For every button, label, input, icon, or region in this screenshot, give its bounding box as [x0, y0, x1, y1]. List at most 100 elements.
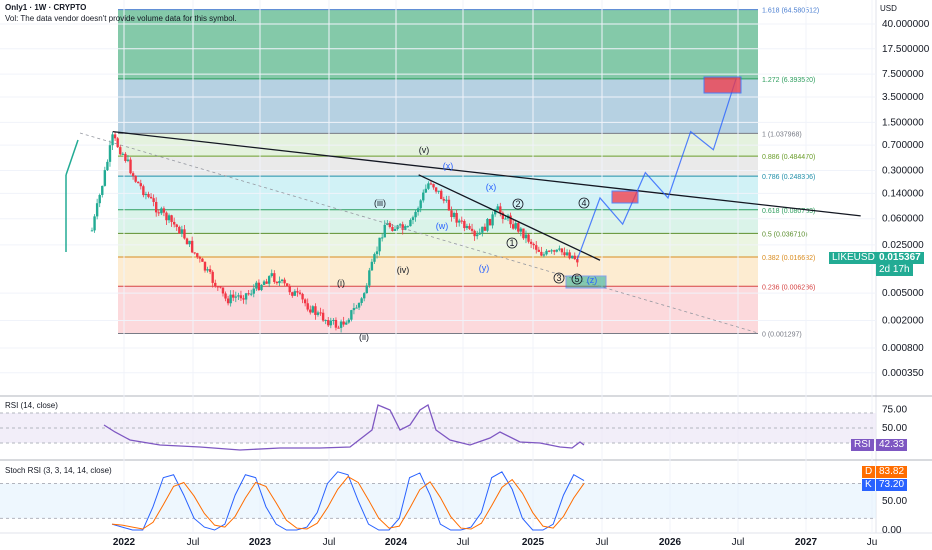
- candle-body: [303, 299, 307, 304]
- candle-body: [270, 273, 273, 277]
- candle-body: [208, 269, 212, 272]
- candle-body: [481, 226, 484, 233]
- fib-level-label: 1 (1.037968): [762, 131, 802, 138]
- candle-body: [113, 134, 117, 139]
- price-tick-label: 0.005000: [882, 288, 924, 299]
- candle-body: [319, 312, 322, 314]
- candle-body: [535, 245, 538, 250]
- candle-body: [332, 319, 335, 321]
- candle-body: [301, 293, 304, 300]
- candle-body: [244, 293, 248, 300]
- candle-body: [558, 248, 561, 250]
- candle-body: [491, 214, 494, 226]
- time-tick-label: Jul: [323, 537, 336, 548]
- candle-body: [545, 250, 548, 255]
- candle-body: [267, 276, 271, 284]
- price-tick-label: 0.025000: [882, 240, 924, 251]
- wave-label: (ii): [359, 332, 369, 342]
- time-tick-label: Jul: [732, 537, 745, 548]
- candle-body: [362, 293, 366, 299]
- candle-body: [309, 309, 312, 313]
- candle-body: [373, 254, 376, 262]
- candle-body: [416, 208, 420, 212]
- candle-body: [414, 211, 417, 218]
- candle-body: [175, 224, 178, 227]
- target-box: [703, 76, 742, 94]
- wave-circle: [553, 272, 565, 284]
- candle-body: [101, 185, 104, 195]
- wave-label: (iv): [397, 265, 410, 275]
- candle-body: [445, 199, 448, 201]
- symbol-title[interactable]: Only1 · 1W · CRYPTO: [5, 3, 87, 12]
- candle-body: [524, 234, 528, 239]
- candle-body: [550, 250, 553, 252]
- candle-body: [93, 216, 96, 231]
- stoch-rsi-title[interactable]: Stoch RSI (3, 3, 14, 14, close): [5, 466, 112, 475]
- candle-body: [398, 224, 402, 226]
- candle-body: [298, 292, 302, 294]
- candle-body: [106, 161, 109, 171]
- candle-body: [570, 255, 574, 259]
- fib-band: [118, 257, 758, 287]
- fib-level-label: 0.618 (0.080783): [762, 208, 815, 215]
- candle-body: [144, 193, 148, 196]
- rsi-line: [103, 404, 585, 451]
- candle-body: [265, 281, 268, 284]
- candle-body: [470, 228, 474, 231]
- wave-label: (iii): [374, 198, 386, 208]
- candle-body: [519, 228, 523, 232]
- candle-body: [193, 252, 196, 254]
- wave-label: (i): [337, 278, 345, 288]
- candle-body: [185, 238, 189, 245]
- candle-body: [280, 279, 284, 282]
- candle-body: [350, 310, 353, 320]
- candle-body: [378, 237, 381, 252]
- time-tick-label: 2026: [659, 537, 682, 548]
- candle-body: [458, 220, 461, 223]
- candle-body: [216, 286, 220, 288]
- stoch-tick-label: 50.00: [882, 496, 907, 507]
- candle-body: [452, 212, 456, 218]
- wave-label: (x): [486, 182, 497, 192]
- candle-body: [154, 201, 158, 213]
- time-tick-label: 2023: [249, 537, 272, 548]
- candle-body: [226, 298, 230, 304]
- candle-body: [434, 187, 438, 192]
- candle-body: [221, 287, 225, 294]
- price-tick-label: 0.700000: [882, 140, 924, 151]
- candle-body: [347, 319, 350, 323]
- stoch-tick-label: 0.00: [882, 525, 902, 536]
- candle-body: [460, 220, 463, 222]
- candle-body: [111, 134, 114, 146]
- candle-body: [234, 296, 238, 298]
- trendline: [418, 174, 601, 261]
- candle-body: [419, 200, 422, 209]
- candle-body: [124, 153, 127, 161]
- candle-body: [250, 293, 253, 295]
- candle-body: [293, 291, 297, 296]
- candle-body: [383, 224, 386, 238]
- candle-body: [229, 294, 232, 304]
- candle-body: [149, 196, 153, 199]
- candle-body: [314, 306, 317, 315]
- stoch-k-value: 73.20: [876, 479, 908, 491]
- candle-body: [345, 322, 348, 325]
- candle-body: [360, 298, 363, 303]
- candle-body: [465, 225, 469, 229]
- fib-band: [118, 78, 758, 134]
- candle-body: [306, 303, 309, 310]
- wave-labels: (v) (x) (x) (iii) (w) (iv) (i) (ii) (y) (z) 1 2 3 4 5: [337, 145, 597, 342]
- candle-body: [311, 306, 315, 313]
- stoch-k-label: K: [862, 479, 875, 491]
- rsi-tick-label: 50.00: [882, 423, 907, 434]
- candle-body: [142, 186, 145, 196]
- rsi-title[interactable]: RSI (14, close): [5, 401, 58, 410]
- candle-body: [165, 212, 168, 221]
- candle-body: [242, 298, 245, 300]
- fib-band: [118, 156, 758, 177]
- price-tick-label: 1.500000: [882, 117, 924, 128]
- price-tick-label: 0.060000: [882, 214, 924, 225]
- candle-body: [391, 227, 394, 231]
- price-tick-label: 0.140000: [882, 188, 924, 199]
